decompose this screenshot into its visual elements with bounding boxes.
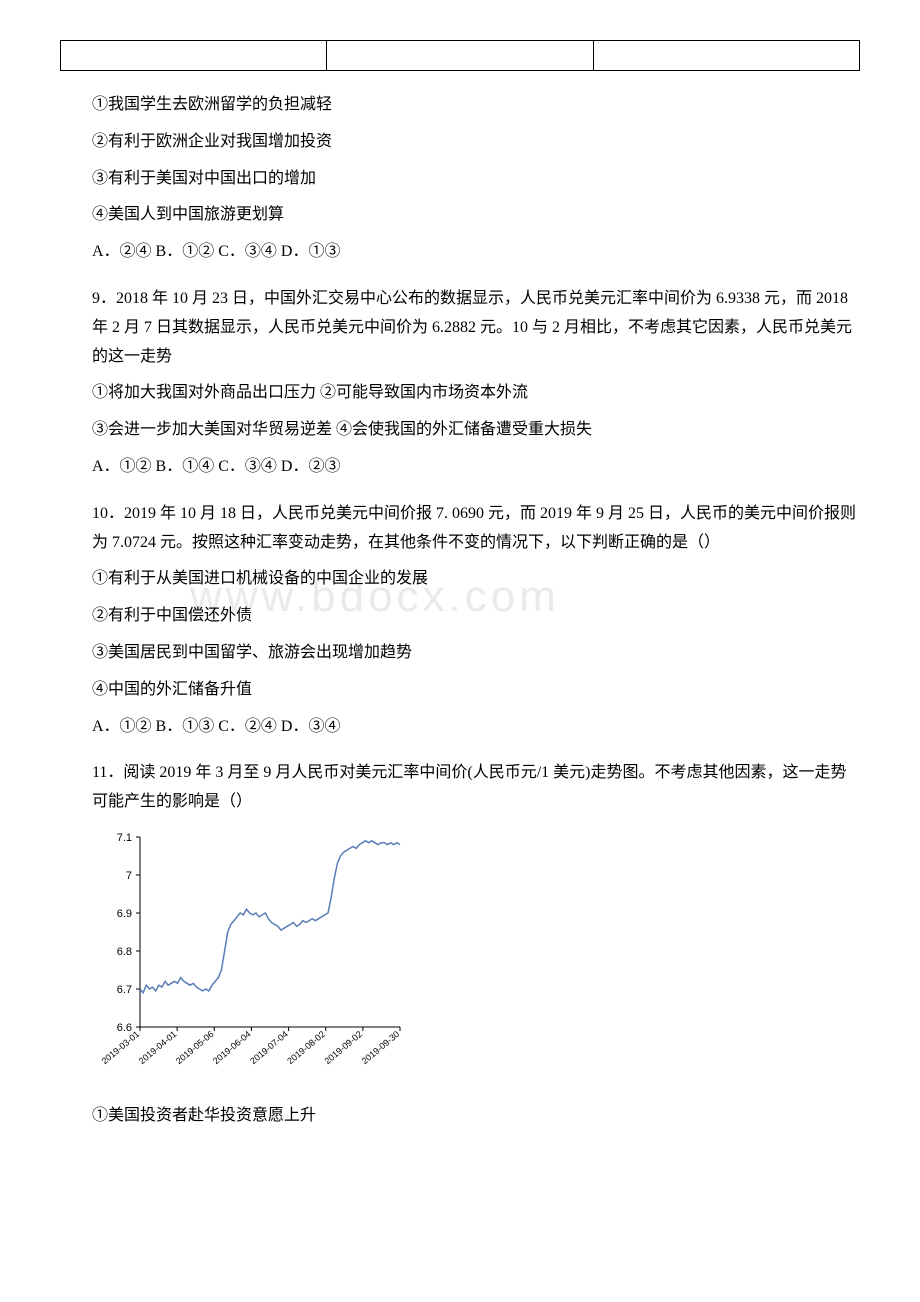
svg-text:2019-08-02: 2019-08-02 <box>285 1029 327 1066</box>
svg-text:7.1: 7.1 <box>117 832 132 844</box>
q10-intro: 10．2019 年 10 月 18 日，人民币兑美元中间价报 7. 0690 元… <box>60 500 860 558</box>
q9-intro: 9．2018 年 10 月 23 日，中国外汇交易中心公布的数据显示，人民币兑美… <box>60 285 860 371</box>
svg-text:2019-03-01: 2019-03-01 <box>100 1029 142 1066</box>
svg-text:2019-05-06: 2019-05-06 <box>174 1029 216 1066</box>
svg-text:6.7: 6.7 <box>117 984 132 996</box>
q10-option-1: ①有利于从美国进口机械设备的中国企业的发展 <box>60 565 860 594</box>
q11-option-1: ①美国投资者赴华投资意愿上升 <box>60 1102 860 1131</box>
q9-choices: A．①② B．①④ C．③④ D．②③ <box>60 453 860 482</box>
q8-option-2: ②有利于欧洲企业对我国增加投资 <box>60 128 860 157</box>
q8-option-3: ③有利于美国对中国出口的增加 <box>60 165 860 194</box>
q10-option-3: ③美国居民到中国留学、旅游会出现增加趋势 <box>60 639 860 668</box>
empty-three-col-table <box>60 40 860 71</box>
q9-options-34: ③会进一步加大美国对华贸易逆差 ④会使我国的外汇储备遭受重大损失 <box>60 416 860 445</box>
q10-choices: A．①② B．①③ C．②④ D．③④ <box>60 713 860 742</box>
q11-intro: 11．阅读 2019 年 3 月至 9 月人民币对美元汇率中间价(人民币元/1 … <box>60 759 860 817</box>
q8-option-4: ④美国人到中国旅游更划算 <box>60 201 860 230</box>
svg-text:2019-09-30: 2019-09-30 <box>360 1029 402 1066</box>
svg-text:2019-06-04: 2019-06-04 <box>211 1029 253 1066</box>
line-chart-svg: 6.66.76.86.977.12019-03-012019-04-012019… <box>92 827 412 1087</box>
q8-option-1: ①我国学生去欧洲留学的负担减轻 <box>60 91 860 120</box>
svg-text:6.8: 6.8 <box>117 946 132 958</box>
svg-text:2019-04-01: 2019-04-01 <box>137 1029 179 1066</box>
svg-text:6.9: 6.9 <box>117 908 132 920</box>
svg-text:7: 7 <box>126 870 132 882</box>
svg-text:2019-07-04: 2019-07-04 <box>248 1029 290 1066</box>
q10-option-2: ②有利于中国偿还外债 <box>60 602 860 631</box>
svg-text:2019-09-02: 2019-09-02 <box>322 1029 364 1066</box>
q10-option-4: ④中国的外汇储备升值 <box>60 676 860 705</box>
q9-options-12: ①将加大我国对外商品出口压力 ②可能导致国内市场资本外流 <box>60 379 860 408</box>
exchange-rate-chart: 6.66.76.86.977.12019-03-012019-04-012019… <box>60 827 860 1087</box>
q8-choices: A．②④ B．①② C．③④ D．①③ <box>60 238 860 267</box>
